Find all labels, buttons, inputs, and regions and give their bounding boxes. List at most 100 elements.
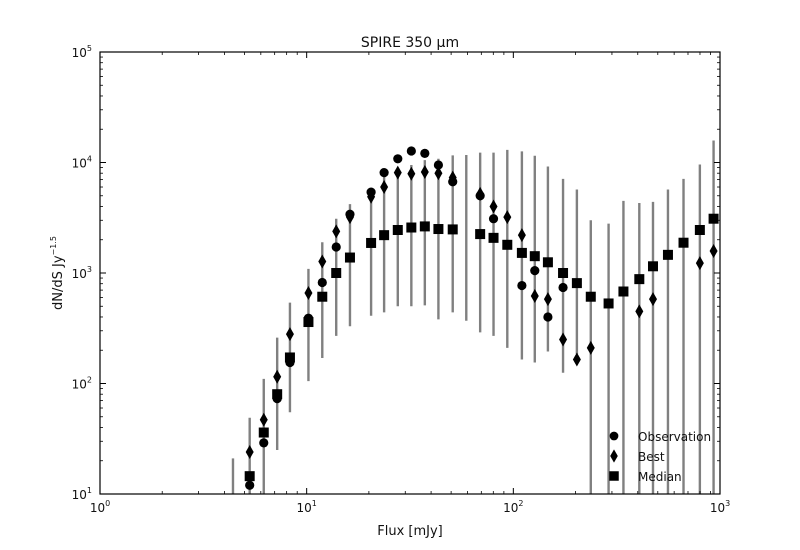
best-point [648,292,657,307]
observation-point [345,209,355,219]
best-point [332,224,341,239]
y-tick-label: 101 [72,486,92,502]
best-point [503,210,512,225]
x-tick-label: 100 [90,499,110,515]
y-tick-label: 104 [72,155,92,171]
best-point [273,369,282,384]
observation-point [558,282,568,293]
best-point [635,304,644,319]
median-point [634,274,645,285]
best-point [695,256,704,271]
best-point [318,254,327,269]
legend-observation-marker [609,431,619,441]
median-point [542,257,553,268]
observation-point [517,280,527,291]
median-point [379,230,390,241]
median-point [406,222,417,233]
y-axis-label: dN/dS Jy−1.5 [49,236,66,310]
observation-point [543,312,553,322]
y-tick-label: 103 [72,265,92,281]
best-point [586,340,595,355]
observation-point [259,438,269,448]
legend-median-marker [609,471,619,481]
y-tick-label: 102 [72,376,92,392]
best-point [559,332,568,347]
median-point [366,237,377,248]
best-point [420,165,429,180]
best-point [709,244,718,259]
error-bars-layer [231,140,715,494]
median-point [331,268,342,278]
best-point [434,166,443,181]
observation-point [285,357,295,368]
best-point [380,180,389,195]
observation-point [448,177,458,187]
median-point [392,224,403,235]
observation-point [406,146,416,156]
best-point [304,285,313,300]
best-point [489,199,498,214]
x-axis-label: Flux [mJy] [377,524,443,539]
observation-point [530,266,540,276]
observation-point [272,394,282,404]
observation-point [475,191,485,201]
legend-observation-label: Observation [638,430,711,444]
median-point [558,268,569,278]
observation-point [420,148,430,158]
observation-point [317,277,327,288]
median-point [585,291,596,302]
median-point [317,291,328,302]
y-axis-label-base: dN/dS Jy [51,255,66,310]
legend-median-label: Median [638,470,682,484]
best-point [543,292,552,307]
observation-point [245,480,255,490]
best-point [259,412,268,427]
median-point [419,221,430,232]
median-point [344,252,355,263]
median-point [694,224,705,235]
markers-layer [244,146,719,490]
observation-point [393,154,403,164]
best-point [572,352,581,367]
best-point [393,165,402,180]
x-tick-label: 103 [710,499,730,515]
plot-frame [99,51,721,495]
median-point [678,237,689,248]
best-point [245,444,254,459]
observation-point [303,313,314,323]
observation-point [488,214,499,224]
median-point [618,286,629,297]
median-point [258,427,269,438]
median-point [447,224,458,235]
legend-best-marker [610,449,618,463]
median-point [529,251,540,262]
x-tick-label: 101 [296,499,316,515]
median-point [516,247,527,258]
median-point [502,239,513,250]
observation-point [379,168,389,178]
chart-title: SPIRE 350 μm [361,35,459,51]
best-point [530,288,539,303]
median-point [662,249,673,260]
best-point [517,228,526,243]
observation-point [433,160,444,170]
median-point [475,229,486,240]
median-point [571,278,582,289]
legend-best-label: Best [638,450,665,464]
observation-point [331,242,341,252]
median-point [284,352,295,363]
y-axis-label-exponent: −1.5 [49,236,58,255]
median-point [647,261,658,272]
x-tick-label: 102 [503,499,523,515]
best-point [285,327,294,342]
svg-text:dN/dS Jy−1.5: dN/dS Jy−1.5 [49,236,66,310]
median-point [708,213,719,224]
median-point [603,298,614,309]
y-tick-label: 105 [72,44,92,60]
median-point [488,232,499,243]
legend: Observation Best Median [609,430,711,484]
best-point [407,166,416,181]
